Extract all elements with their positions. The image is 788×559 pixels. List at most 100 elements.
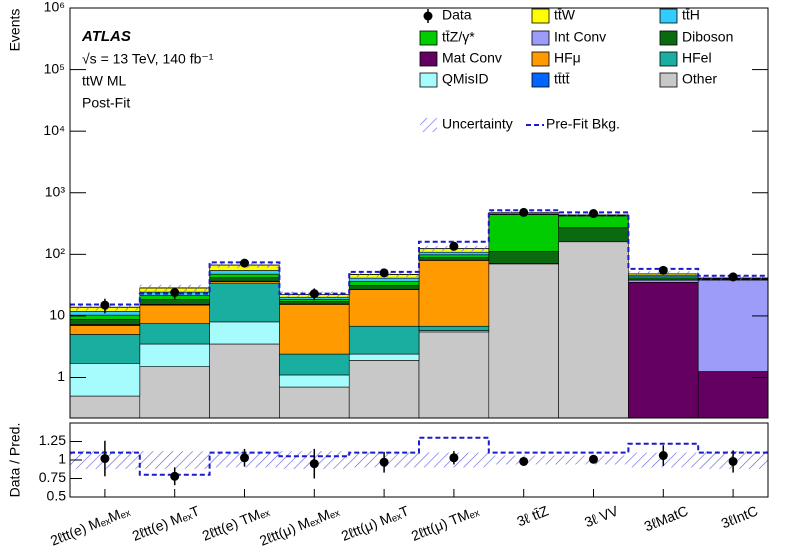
x-tick-label: 3ℓMatC: [642, 502, 690, 534]
x-tick-label: 3ℓIntC: [719, 502, 760, 531]
ratio-tick-label: 0.5: [47, 488, 67, 504]
stack-segment: [209, 270, 280, 275]
stack-segment: [279, 301, 350, 305]
legend-entry: Int Conv: [554, 29, 606, 45]
ratio-point: [170, 471, 180, 481]
ratio-point: [589, 454, 598, 464]
legend-swatch: [419, 30, 438, 46]
y-tick-label: 10⁵: [44, 60, 65, 76]
stack-segment: [418, 260, 490, 327]
stack-segment: [488, 251, 559, 264]
stack-segment: [279, 353, 350, 376]
ratio-plot: [70, 436, 768, 486]
ratio-tick-label: 1.25: [39, 432, 66, 448]
data-point: [589, 209, 598, 219]
stack-segment: [418, 254, 490, 258]
stack-segment: [209, 277, 280, 282]
legend-swatch: [419, 72, 438, 88]
main-plot: [70, 207, 768, 418]
data-point: [728, 272, 738, 282]
stack-segment: [348, 289, 420, 327]
stack-segment: [418, 331, 490, 418]
ratio-point: [449, 453, 459, 463]
x-tick-label: 2ℓtt(μ) MₑₓT: [339, 502, 412, 544]
data-point: [309, 289, 319, 299]
data-point: [658, 265, 668, 275]
x-tick-label: 3ℓ VV: [582, 502, 621, 530]
legend-entry: QMisID: [442, 71, 489, 87]
data-point: [240, 258, 249, 268]
ratio-uncertainty-band: [139, 451, 210, 469]
legend-swatch: [659, 51, 678, 67]
legend-uncertainty: Uncertainty: [442, 116, 513, 132]
data-point: [379, 268, 389, 278]
y-axis-label: Events: [7, 9, 23, 52]
stack-segment: [209, 321, 280, 345]
stack-segment: [697, 371, 768, 418]
stack-segment: [70, 363, 141, 397]
stack-segment: [628, 279, 699, 283]
stack-segment: [209, 343, 280, 418]
y-tick-label: 10⁶: [44, 0, 65, 15]
ratio-tick-label: 0.75: [39, 469, 66, 485]
channel-label: ttW ML: [82, 73, 127, 89]
stack-segment: [139, 343, 210, 367]
stack-segment: [348, 277, 420, 282]
legend-prefit: Pre-Fit Bkg.: [546, 116, 620, 132]
legend-swatch: [659, 8, 678, 24]
stack-segment: [70, 334, 141, 364]
stack-segment: [279, 304, 350, 355]
stack-segment: [348, 281, 420, 286]
stack-segment: [418, 325, 490, 331]
legend-data-marker: [423, 11, 433, 21]
x-tick-label: 2ℓtt(e) MₑₓMₑₓ: [48, 502, 132, 548]
stack-segment: [279, 374, 350, 388]
stack-segment: [209, 282, 280, 323]
x-tick-label: 2ℓtt(e) MₑₓT: [130, 502, 202, 544]
y-tick-label: 10: [49, 307, 65, 323]
stack-segment: [348, 360, 420, 418]
stack-segment: [697, 279, 768, 372]
stack-segment: [139, 299, 210, 305]
stack-segment: [139, 323, 210, 345]
stack-segment: [70, 325, 141, 335]
legend-swatch: [531, 72, 550, 88]
x-tick-label: 2ℓtt(μ) MₑₓMₑₓ: [257, 502, 342, 549]
x-tick-label: 2ℓtt(μ) TMₑₓ: [409, 502, 481, 544]
data-point: [449, 241, 459, 251]
legend-swatch: [531, 51, 550, 67]
legend-entry: HFμ: [554, 50, 581, 66]
legend-swatch: [419, 51, 438, 67]
stack-segment: [70, 319, 141, 325]
prefit-line: [70, 209, 768, 306]
legend-entry: Diboson: [682, 29, 733, 45]
y-tick-label: 10³: [45, 183, 66, 199]
data-point: [100, 300, 110, 310]
legend-data: Data: [442, 7, 472, 23]
legend-swatch: [659, 72, 678, 88]
ratio-point: [100, 454, 110, 464]
experiment-label: ATLAS: [81, 28, 131, 45]
ratio-point: [519, 456, 529, 466]
stack-segment: [139, 304, 210, 324]
legend-entry: tt̄tt̄: [554, 71, 570, 87]
data-point: [170, 288, 180, 298]
legend-swatch: [659, 30, 678, 46]
legend-hatch: [420, 118, 437, 132]
data-point: [519, 207, 529, 217]
stack-segment: [558, 241, 629, 418]
ratio-axis-label: Data / Pred.: [7, 423, 23, 498]
y-tick-label: 1: [57, 368, 65, 384]
fit-label: Post-Fit: [82, 95, 130, 111]
stack-segment: [418, 257, 490, 261]
legend-entry: tt̄Z/γ*: [442, 29, 475, 45]
energy-label: √s = 13 TeV, 140 fb⁻¹: [82, 51, 214, 67]
stack-segment: [209, 273, 280, 279]
legend-swatch: [531, 8, 550, 24]
y-tick-label: 10²: [45, 245, 66, 261]
stack-segment: [558, 227, 629, 243]
stack-segment: [628, 282, 699, 418]
legend-entry: tt̄W: [554, 7, 576, 23]
stack-segment: [488, 263, 559, 418]
